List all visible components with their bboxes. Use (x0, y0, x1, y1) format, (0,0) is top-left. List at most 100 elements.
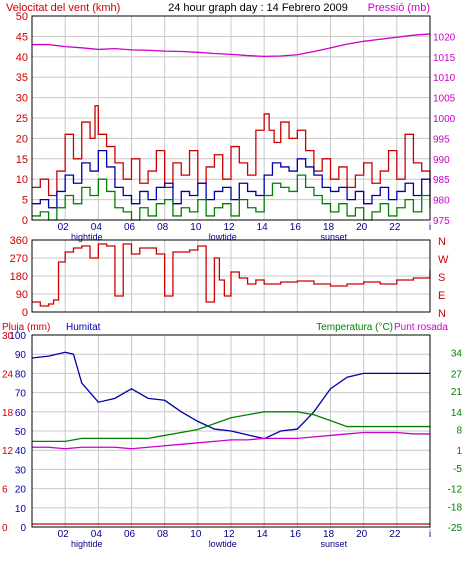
temperature-tick-label: 14 (451, 408, 463, 419)
dewpoint-axis-title: Punt rosada (394, 322, 448, 333)
wind-tick-label: 30 (16, 93, 28, 105)
compass-tick-label: E (438, 290, 445, 302)
rain-axis-title: Pluja (mm) (2, 322, 50, 333)
temperature-line (32, 411, 430, 442)
pressure-tick-label: 1015 (433, 53, 456, 64)
pressure-tick-label: 975 (433, 216, 450, 227)
x-tick-label: 02 (58, 222, 70, 233)
direction-tick-label: 270 (10, 253, 28, 265)
direction-tick-label: 360 (10, 235, 28, 247)
wind-panel-frame (31, 15, 431, 221)
x-tick-label: 14 (257, 222, 269, 233)
direction-tick-label: 180 (10, 271, 28, 283)
x-tick-label: 06 (124, 529, 136, 540)
wind-direction-line (32, 243, 431, 307)
direction-tick-label: 90 (16, 289, 28, 301)
pressure-tick-label: 995 (433, 134, 450, 145)
humidity-panel-frame (31, 334, 431, 528)
x-tick-label: 06 (124, 222, 136, 233)
event-label-hightide: hightide (71, 232, 103, 242)
wind-tick-label: 50 (16, 11, 28, 23)
rain-tick-label: 6 (2, 485, 8, 496)
humidity-tick-label: 80 (15, 369, 27, 380)
wind-average-line (32, 149, 431, 209)
humidity-tick-label: 30 (15, 465, 27, 476)
x-tick-label: 20 (356, 529, 368, 540)
x-tick-label: 22 (389, 529, 401, 540)
wind-tick-label: 20 (16, 133, 28, 145)
humidity-line (31, 351, 430, 440)
humidity-tick-label: 10 (15, 504, 27, 515)
compass-tick-label: S (438, 272, 445, 284)
x-tick-label: 08 (157, 222, 169, 233)
pressure-tick-label: 1005 (433, 94, 456, 105)
humidity-tick-label: 0 (20, 523, 26, 534)
humidity-axis-title: Humitat (66, 322, 101, 333)
compass-tick-label: W (438, 254, 449, 266)
event-label-sunset: sunset (321, 232, 348, 242)
wind-tick-label: 25 (16, 113, 28, 125)
rain-tick-label: 18 (2, 408, 14, 419)
x-tick-label: 04 (91, 222, 103, 233)
temperature-tick-label: 27 (451, 369, 463, 380)
event-label-lowtide: lowtide (209, 539, 237, 549)
x-tick-label: i (429, 529, 431, 540)
rain-tick-label: 12 (2, 446, 14, 457)
wind-tick-label: 10 (16, 174, 28, 186)
wind-tick-label: 40 (16, 52, 28, 64)
x-tick-label: 04 (91, 529, 103, 540)
direction-panel-frame (31, 239, 431, 313)
header-left-title: Velocitat del vent (kmh) (6, 2, 120, 14)
wind-tick-label: 35 (16, 72, 28, 84)
rain-tick-label: 30 (2, 331, 14, 342)
compass-tick-label: N (438, 308, 446, 320)
temperature-tick-label: 8 (456, 426, 462, 437)
header-right-title: Pressió (mb) (368, 2, 430, 14)
pressure-tick-label: 1010 (433, 73, 456, 84)
wind-gust-line (32, 105, 431, 197)
x-tick-label: 12 (223, 529, 235, 540)
wind-tick-label: 45 (16, 31, 28, 43)
temperature-tick-label: -18 (448, 502, 463, 513)
x-tick-label: 02 (58, 529, 70, 540)
x-tick-label: 10 (190, 222, 202, 233)
direction-tick-label: 0 (22, 307, 28, 319)
pressure-tick-label: 990 (433, 155, 450, 166)
temperature-tick-label: 21 (451, 387, 463, 398)
pressure-tick-label: 1020 (433, 32, 456, 43)
humidity-tick-label: 100 (9, 331, 26, 342)
event-label-lowtide: lowtide (209, 232, 237, 242)
dewpoint-line (32, 431, 430, 450)
wind-tick-label: 0 (22, 215, 28, 227)
header-center-title: 24 hour graph day : 14 Febrero 2009 (168, 2, 348, 14)
x-tick-label: 08 (157, 529, 169, 540)
x-tick-label: 22 (389, 222, 401, 233)
temperature-tick-label: 1 (456, 446, 462, 457)
x-tick-label: 18 (323, 529, 335, 540)
humidity-tick-label: 60 (15, 408, 27, 419)
temperature-axis-title: Temperatura (°C) (316, 322, 393, 333)
temperature-tick-label: -25 (448, 523, 463, 534)
compass-tick-label: N (438, 236, 446, 248)
x-tick-label: 12 (223, 222, 235, 233)
humidity-tick-label: 40 (15, 446, 27, 457)
rain-tick-label: 24 (2, 369, 14, 380)
x-tick-label: 16 (290, 529, 302, 540)
temperature-tick-label: 34 (451, 349, 463, 360)
x-tick-label: 18 (323, 222, 335, 233)
x-tick-label: 16 (290, 222, 302, 233)
pressure-tick-label: 980 (433, 196, 450, 207)
humidity-tick-label: 70 (15, 389, 27, 400)
pressure-tick-label: 985 (433, 175, 450, 186)
wind-tick-label: 5 (22, 195, 28, 207)
humidity-tick-label: 20 (15, 485, 27, 496)
x-tick-label: 10 (190, 529, 202, 540)
humidity-tick-label: 90 (15, 350, 27, 361)
temperature-tick-label: -5 (453, 464, 462, 475)
wind-tick-label: 15 (16, 154, 28, 166)
humidity-tick-label: 50 (15, 427, 27, 438)
event-label-sunset: sunset (321, 539, 348, 549)
pressure-line (32, 33, 431, 58)
